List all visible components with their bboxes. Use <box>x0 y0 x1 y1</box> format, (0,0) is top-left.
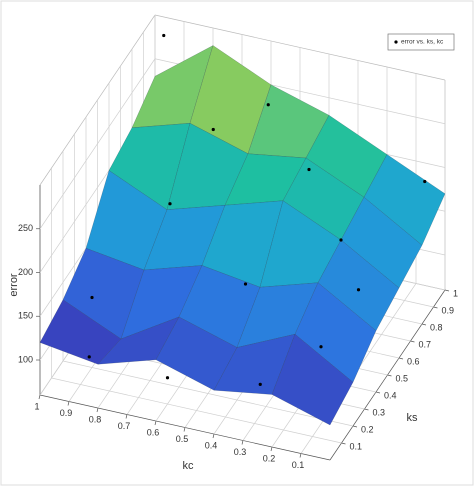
x-tick <box>299 453 302 458</box>
z-tick-label: 250 <box>18 223 33 233</box>
data-point <box>339 238 343 242</box>
y-tick-label: 0.5 <box>396 373 409 383</box>
x-tick <box>183 427 186 432</box>
data-point <box>165 376 170 380</box>
y-tick <box>398 357 404 360</box>
y-tick-label: 0.4 <box>384 390 397 400</box>
z-tick-label: 150 <box>18 311 33 321</box>
y-tick-label: 0.1 <box>350 441 363 451</box>
y-tick <box>364 408 369 411</box>
surface-patch <box>108 122 191 211</box>
x-tick-label: 0.8 <box>89 414 102 424</box>
y-tick-label: 0.7 <box>419 339 432 349</box>
y-tick <box>352 425 358 428</box>
y-tick-label: 0.8 <box>430 322 443 332</box>
x-tick <box>212 433 215 439</box>
y-tick <box>433 306 438 309</box>
z-axis-label: error <box>8 273 20 297</box>
surface-patch <box>97 316 180 365</box>
data-point <box>243 282 248 286</box>
data-point <box>423 179 427 184</box>
surface-patch <box>155 316 238 391</box>
x-tick-label: 1 <box>34 401 39 411</box>
surface-patch <box>178 265 261 348</box>
y-axis-label: ks <box>407 412 419 424</box>
surface-patch <box>120 265 203 340</box>
data-point <box>211 127 215 132</box>
x-tick <box>96 407 99 413</box>
surface-patch <box>143 204 226 271</box>
data-point <box>356 288 361 292</box>
z-tick-label: 200 <box>18 267 33 277</box>
data-point <box>162 33 166 38</box>
y-tick-label: 0.2 <box>361 424 374 434</box>
z-tick-label: 100 <box>18 354 33 364</box>
surface-patch <box>340 196 423 289</box>
grid-line <box>62 360 354 427</box>
legend-box <box>387 33 455 51</box>
surface-patch <box>363 154 446 246</box>
data-point <box>90 295 94 300</box>
x-tick <box>270 446 273 452</box>
surface-patch <box>85 170 168 271</box>
data-point <box>266 103 270 107</box>
y-tick-label: 0.3 <box>373 407 386 417</box>
x-tick-label: 0.1 <box>292 460 305 470</box>
x-tick-label: 0.7 <box>118 421 131 431</box>
x-axis-label: kc <box>183 460 195 472</box>
data-point <box>87 355 91 359</box>
x-tick-label: 0.5 <box>176 434 189 444</box>
data-point <box>168 202 172 206</box>
x-tick <box>154 420 157 426</box>
y-tick <box>341 442 346 445</box>
x-tick-label: 0.6 <box>147 427 160 437</box>
x-tick-label: 0.4 <box>205 440 218 450</box>
points <box>87 33 427 386</box>
y-tick <box>410 340 415 343</box>
x-tick <box>125 414 128 419</box>
y-tick-label: 1 <box>453 288 458 298</box>
y-tick <box>375 391 381 394</box>
grid-line <box>51 377 342 444</box>
x-tick-label: 0.3 <box>234 447 247 457</box>
x-tick <box>38 394 41 400</box>
legend-marker <box>394 40 398 44</box>
x-tick-label: 0.9 <box>60 408 73 418</box>
legend: error vs. ks, kc <box>387 33 455 51</box>
x-tick <box>67 401 70 406</box>
surface-patch <box>39 299 122 365</box>
data-point <box>307 167 311 172</box>
surface-patch <box>131 45 214 129</box>
surface <box>39 45 446 426</box>
y-tick-label: 0.6 <box>407 356 420 366</box>
surface-patch <box>166 122 249 211</box>
y-tick-label: 0.9 <box>442 305 455 315</box>
surface-patch <box>271 333 354 426</box>
y-tick <box>444 289 450 292</box>
y-tick <box>387 374 392 377</box>
x-tick-label: 0.2 <box>263 453 276 463</box>
y-tick <box>421 323 427 326</box>
labels: kc ks error <box>8 273 418 472</box>
surface-patch <box>294 282 377 383</box>
legend-label: error vs. ks, kc <box>401 39 444 46</box>
data-point <box>319 345 323 349</box>
data-point <box>258 382 262 386</box>
x-tick <box>241 440 244 445</box>
